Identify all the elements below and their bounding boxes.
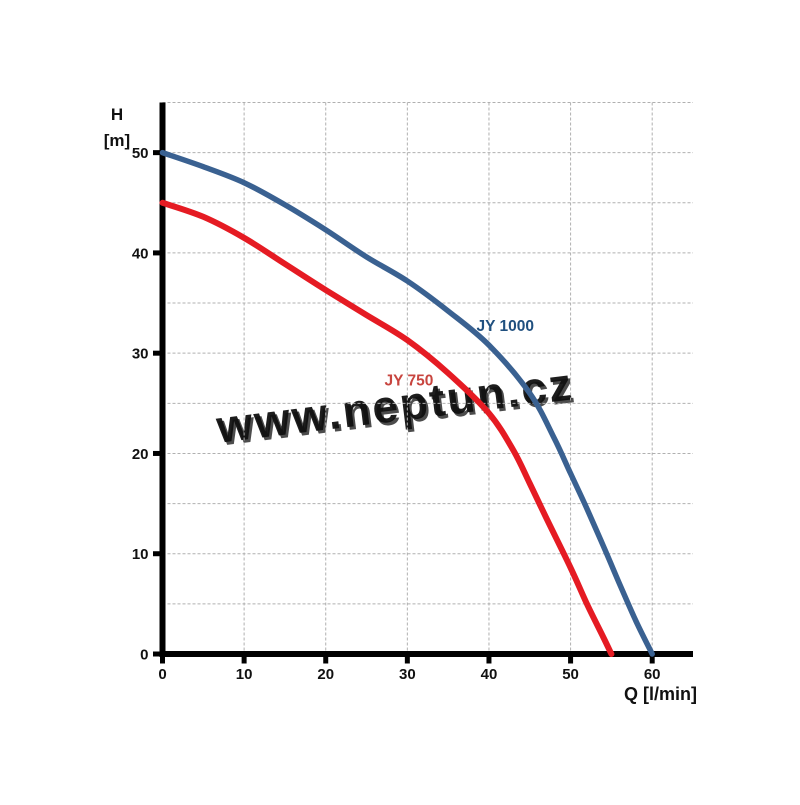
y-tick-mark xyxy=(153,651,160,657)
x-tick-mark xyxy=(486,657,492,664)
series-labels: JY 1000 JY 750 xyxy=(385,318,534,389)
y-tick-mark xyxy=(153,150,160,156)
series-curves xyxy=(159,149,655,657)
x-tick-mark xyxy=(241,657,247,664)
x-tick-mark xyxy=(649,657,655,664)
x-tick-label: 60 xyxy=(644,666,661,683)
y-tick-label: 50 xyxy=(132,145,149,162)
series-curve-jy-750 xyxy=(159,199,615,657)
x-tick-mark xyxy=(404,657,410,664)
y-tick-label: 20 xyxy=(132,446,149,463)
x-tick-mark xyxy=(568,657,574,664)
series-curve-jy-1000 xyxy=(159,149,655,657)
series-label-jy-1000: JY 1000 xyxy=(477,318,534,335)
y-tick-mark xyxy=(153,450,160,456)
x-tick-label: 20 xyxy=(317,666,334,683)
y-tick-label: 0 xyxy=(140,647,148,664)
y-tick-label: 30 xyxy=(132,346,149,363)
y-tick-label: 10 xyxy=(132,546,149,563)
y-tick-mark xyxy=(153,551,160,557)
x-tick-label: 0 xyxy=(158,666,166,683)
x-tick-label: 40 xyxy=(481,666,498,683)
tick-labels: 0 10 20 30 40 50 0 10 20 30 40 50 60 xyxy=(132,145,661,683)
y-tick-label: 40 xyxy=(132,245,149,262)
axes xyxy=(159,102,693,657)
y-tick-mark xyxy=(153,350,160,356)
x-tick-label: 10 xyxy=(236,666,253,683)
x-tick-label: 30 xyxy=(399,666,416,683)
x-tick-mark xyxy=(323,657,329,664)
y-axis-title-symbol: H xyxy=(111,105,123,124)
tick-marks xyxy=(153,150,655,664)
x-axis-title: Q [l/min] xyxy=(624,684,697,704)
x-tick-label: 50 xyxy=(562,666,579,683)
x-tick-mark xyxy=(160,657,165,664)
series-label-jy-750: JY 750 xyxy=(385,372,434,389)
y-axis-title-unit: [m] xyxy=(104,131,130,150)
y-tick-mark xyxy=(153,250,160,256)
